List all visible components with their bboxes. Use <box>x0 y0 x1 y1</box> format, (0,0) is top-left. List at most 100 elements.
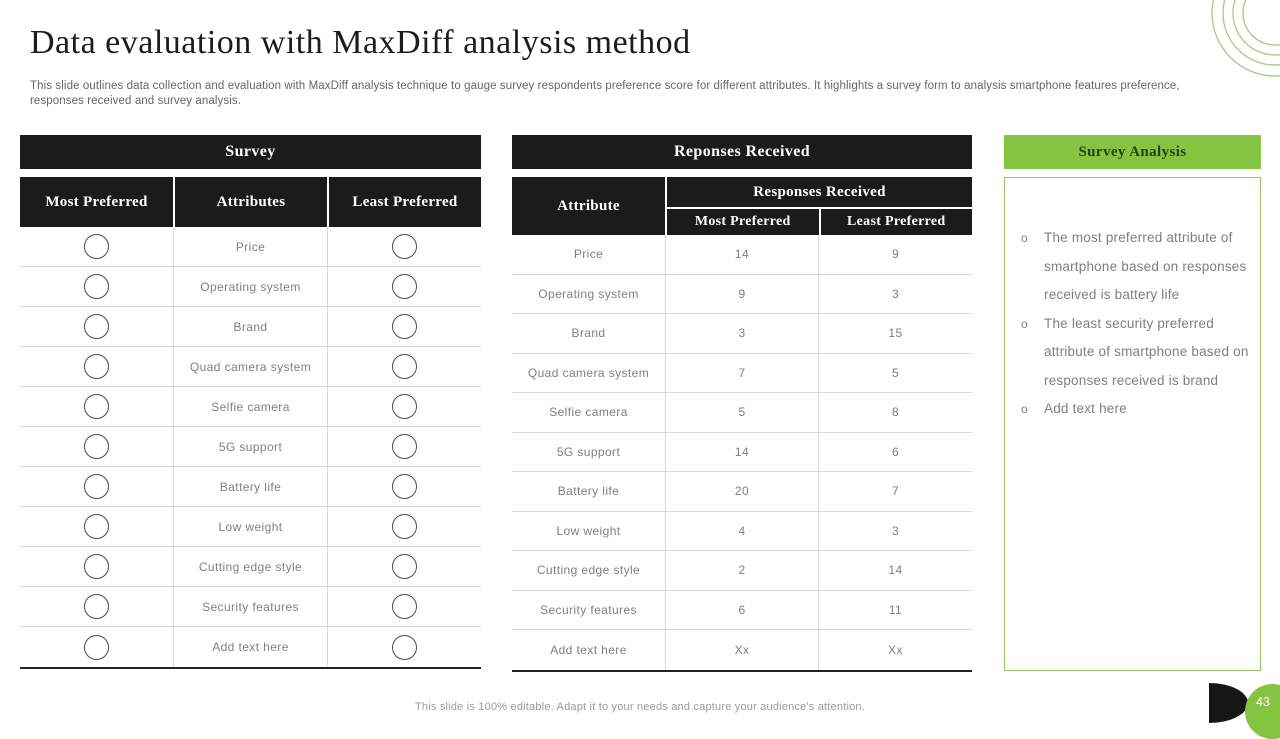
survey-cell-least <box>327 547 481 586</box>
responses-header-right: Responses Received Most Preferred Least … <box>667 177 972 235</box>
radio-least-preferred[interactable] <box>392 354 417 379</box>
responses-col-most-preferred: Most Preferred <box>667 209 819 235</box>
responses-panel: Reponses Received Attribute Responses Re… <box>512 135 972 672</box>
survey-attribute-label: Security features <box>173 587 327 626</box>
survey-table-body: Price Operating system Brand Quad camera sy… <box>20 227 481 669</box>
radio-least-preferred[interactable] <box>392 314 417 339</box>
survey-cell-least <box>327 387 481 426</box>
survey-cell-most <box>20 587 173 626</box>
circle-bullet-icon: o <box>1021 231 1028 245</box>
response-least-value: 11 <box>818 590 972 629</box>
radio-most-preferred[interactable] <box>84 274 109 299</box>
table-row: Add text here Xx Xx <box>512 630 972 670</box>
table-row: Price 14 9 <box>512 235 972 275</box>
radio-most-preferred[interactable] <box>84 594 109 619</box>
survey-cell-most <box>20 387 173 426</box>
response-most-value: Xx <box>665 630 818 670</box>
half-disc-decoration <box>1209 683 1248 723</box>
table-row: 5G support 14 6 <box>512 432 972 472</box>
radio-least-preferred[interactable] <box>392 594 417 619</box>
response-attribute: Cutting edge style <box>536 563 641 578</box>
table-row: Cutting edge style <box>20 547 481 587</box>
response-most-value: 9 <box>665 274 818 313</box>
table-row: Battery life 20 7 <box>512 472 972 512</box>
responses-col-attribute: Attribute <box>512 177 665 235</box>
survey-attribute-label: 5G support <box>173 427 327 466</box>
radio-most-preferred[interactable] <box>84 474 109 499</box>
survey-panel: Survey Most Preferred Attributes Least P… <box>20 135 481 669</box>
survey-cell-least <box>327 227 481 266</box>
analysis-panel-title: Survey Analysis <box>1004 135 1261 169</box>
survey-col-attributes: Attributes <box>175 177 327 227</box>
radio-most-preferred[interactable] <box>84 354 109 379</box>
survey-cell-most <box>20 427 173 466</box>
response-attribute: Add text here <box>550 642 627 657</box>
survey-cell-most <box>20 467 173 506</box>
response-least-value: 3 <box>818 511 972 550</box>
corner-arcs-icon <box>1211 0 1280 77</box>
responses-group-header: Responses Received <box>667 177 972 207</box>
radio-most-preferred[interactable] <box>84 394 109 419</box>
response-most-value: 4 <box>665 511 818 550</box>
survey-cell-most <box>20 307 173 346</box>
response-attribute: 5G support <box>556 444 621 459</box>
survey-cell-most <box>20 347 173 386</box>
table-row: Selfie camera <box>20 387 481 427</box>
survey-col-least-preferred: Least Preferred <box>329 177 481 227</box>
radio-least-preferred[interactable] <box>392 634 417 660</box>
survey-attribute-label: Brand <box>173 307 327 346</box>
table-row: Operating system <box>20 267 481 307</box>
response-most-value: 14 <box>665 235 818 274</box>
survey-cell-most <box>20 627 173 667</box>
response-attribute: Security features <box>540 602 637 617</box>
radio-least-preferred[interactable] <box>392 514 417 539</box>
radio-least-preferred[interactable] <box>392 554 417 579</box>
survey-attribute-label: Add text here <box>173 627 327 667</box>
survey-attribute-label: Cutting edge style <box>173 547 327 586</box>
radio-most-preferred[interactable] <box>84 434 109 459</box>
survey-cell-least <box>327 267 481 306</box>
radio-least-preferred[interactable] <box>392 234 417 259</box>
table-row: 5G support <box>20 427 481 467</box>
response-attribute: Quad camera system <box>527 365 650 380</box>
radio-most-preferred[interactable] <box>84 634 109 660</box>
radio-most-preferred[interactable] <box>84 514 109 539</box>
analysis-panel: Survey Analysis o The most preferred attr… <box>1004 135 1261 671</box>
survey-cell-least <box>327 507 481 546</box>
survey-attribute-label: Low weight <box>173 507 327 546</box>
response-least-value: 6 <box>818 432 972 471</box>
survey-cell-least <box>327 347 481 386</box>
analysis-bullet: o The most preferred attribute of smartph… <box>1021 224 1250 310</box>
table-row: Add text here <box>20 627 481 667</box>
radio-most-preferred[interactable] <box>84 314 109 339</box>
response-least-value: 9 <box>818 235 972 274</box>
table-row: Brand 3 15 <box>512 314 972 354</box>
response-least-value: 3 <box>818 274 972 313</box>
responses-col-least-preferred: Least Preferred <box>820 209 972 235</box>
analysis-bullet: o The least security preferred attribute … <box>1021 310 1250 396</box>
radio-least-preferred[interactable] <box>392 474 417 499</box>
response-least-value: 15 <box>818 314 972 353</box>
survey-cell-least <box>327 627 481 667</box>
response-attribute: Price <box>573 247 604 262</box>
table-row: Quad camera system <box>20 347 481 387</box>
response-most-value: 2 <box>665 551 818 590</box>
radio-most-preferred[interactable] <box>84 234 109 259</box>
survey-attribute-label: Battery life <box>173 467 327 506</box>
response-least-value: Xx <box>818 630 972 670</box>
radio-most-preferred[interactable] <box>84 554 109 579</box>
radio-least-preferred[interactable] <box>392 434 417 459</box>
response-least-value: 7 <box>818 472 972 511</box>
response-most-value: 5 <box>665 393 818 432</box>
analysis-bullet-text: The most preferred attribute of smartpho… <box>1044 230 1247 302</box>
table-row: Operating system 9 3 <box>512 274 972 314</box>
analysis-bullet: o Add text here <box>1021 395 1250 424</box>
survey-cell-most <box>20 267 173 306</box>
radio-least-preferred[interactable] <box>392 394 417 419</box>
response-most-value: 14 <box>665 432 818 471</box>
survey-col-most-preferred: Most Preferred <box>20 177 173 227</box>
radio-least-preferred[interactable] <box>392 274 417 299</box>
response-most-value: 3 <box>665 314 818 353</box>
survey-attribute-label: Selfie camera <box>173 387 327 426</box>
analysis-bullet-list: o The most preferred attribute of smartph… <box>1004 177 1261 671</box>
